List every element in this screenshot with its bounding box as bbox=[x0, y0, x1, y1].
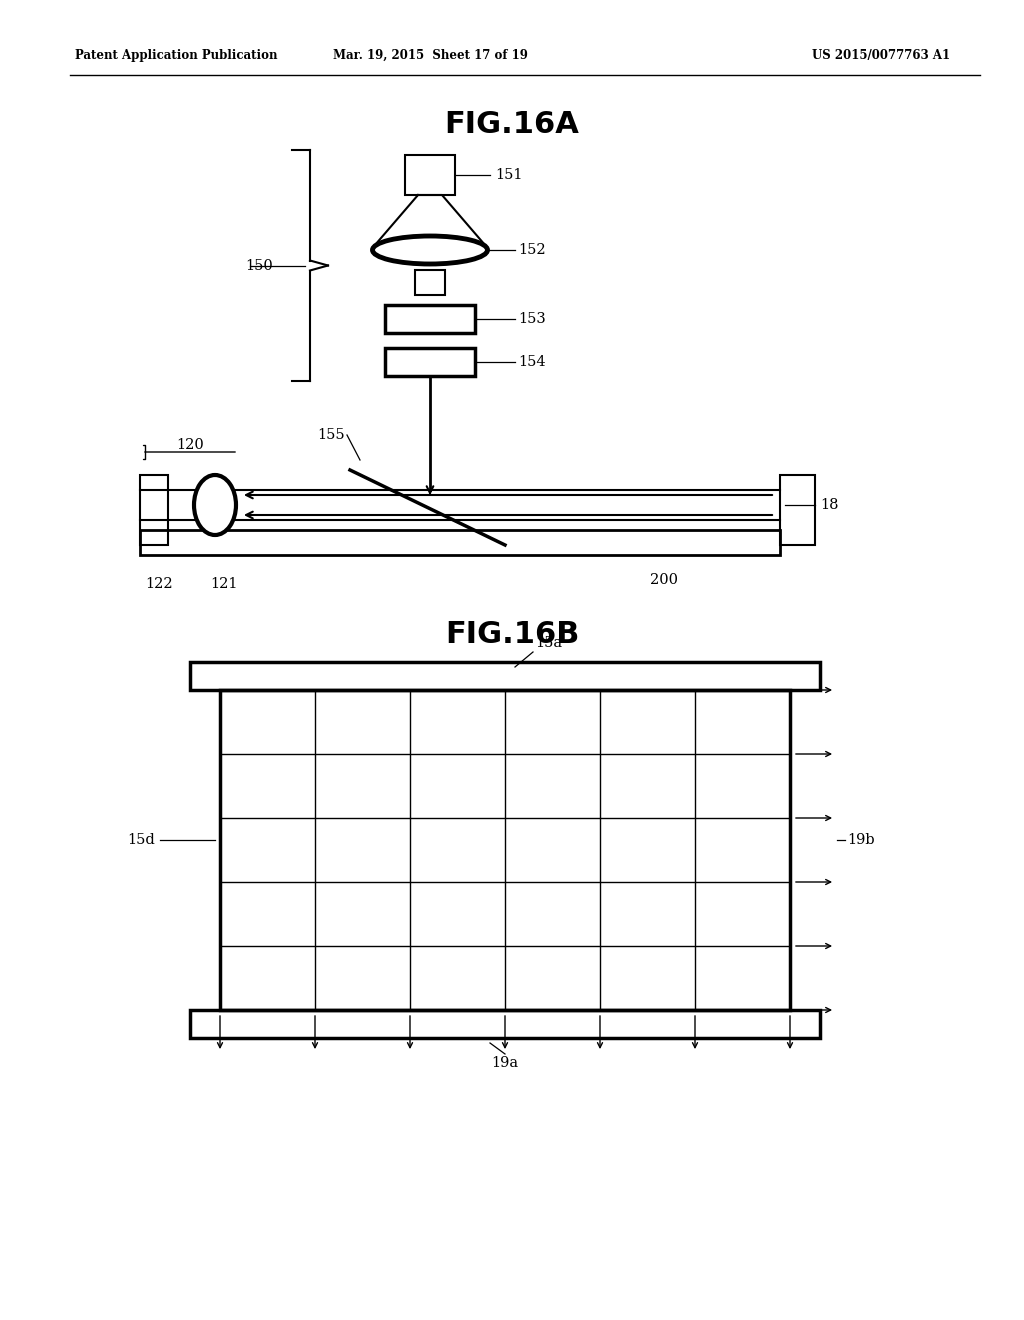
Text: 154: 154 bbox=[518, 355, 546, 370]
Bar bbox=[220, 690, 790, 1010]
Bar bbox=[190, 663, 820, 690]
Text: 150: 150 bbox=[245, 259, 272, 272]
Text: Mar. 19, 2015  Sheet 17 of 19: Mar. 19, 2015 Sheet 17 of 19 bbox=[333, 49, 527, 62]
Text: 15d: 15d bbox=[127, 833, 155, 847]
Text: FIG.16A: FIG.16A bbox=[444, 110, 580, 139]
Text: 153: 153 bbox=[518, 312, 546, 326]
Bar bbox=[190, 1010, 820, 1038]
Text: US 2015/0077763 A1: US 2015/0077763 A1 bbox=[812, 49, 950, 62]
Text: 122: 122 bbox=[145, 577, 173, 591]
Bar bbox=[385, 305, 475, 333]
Ellipse shape bbox=[194, 475, 236, 535]
Text: 120: 120 bbox=[176, 438, 204, 451]
Text: 19a: 19a bbox=[492, 1056, 518, 1071]
Bar bbox=[140, 475, 168, 545]
Text: 121: 121 bbox=[210, 577, 238, 591]
Bar bbox=[140, 531, 780, 554]
Text: 19b: 19b bbox=[847, 833, 874, 847]
Text: 18: 18 bbox=[820, 498, 839, 512]
Text: FIG.16B: FIG.16B bbox=[444, 620, 580, 649]
Text: 200: 200 bbox=[650, 573, 678, 587]
Bar bbox=[385, 348, 475, 376]
Ellipse shape bbox=[373, 236, 487, 264]
Bar bbox=[406, 154, 455, 195]
Text: Patent Application Publication: Patent Application Publication bbox=[75, 49, 278, 62]
Text: 155: 155 bbox=[317, 428, 345, 442]
Text: 152: 152 bbox=[518, 243, 546, 257]
Bar bbox=[415, 271, 445, 294]
Bar bbox=[780, 475, 815, 545]
Text: 15a: 15a bbox=[535, 636, 562, 649]
Text: 151: 151 bbox=[495, 168, 522, 182]
